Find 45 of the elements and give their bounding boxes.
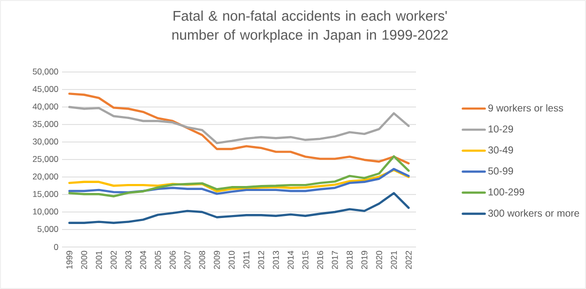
x-tick-label: 2001: [96, 250, 102, 270]
x-tick-label: 2016: [317, 250, 324, 270]
y-tick-label: 35,000: [32, 120, 58, 128]
x-tick-label: 2018: [346, 250, 353, 270]
x-tick-label: 2022: [406, 250, 412, 270]
chart-title: Fatal & non-fatal accidents in each workers' number of workplace in Japan in 1999-2022: [172, 10, 448, 43]
y-tick-label: 40,000: [32, 104, 58, 111]
x-tick-label: 2000: [81, 250, 88, 270]
x-tick-label: 2020: [376, 250, 382, 270]
y-tick-label: 10,000: [33, 208, 58, 216]
x-tick-label: 2003: [125, 250, 132, 270]
x-tick-label: 1999: [66, 250, 72, 269]
legend-label: 300 workers or more: [488, 209, 580, 217]
x-tick-label: 2010: [228, 250, 235, 270]
y-tick-label: 50,000: [32, 68, 58, 76]
legend-label: 100-299: [488, 188, 524, 196]
x-tick-label: 2009: [214, 250, 220, 270]
y-tick-label: 45,000: [32, 86, 58, 94]
legend-label: 50-99: [488, 167, 513, 174]
y-tick-label: 5,000: [38, 226, 58, 234]
x-tick-label: 2019: [361, 250, 368, 270]
x-tick-label: 2012: [258, 250, 264, 270]
x-tick-label: 2005: [154, 250, 161, 270]
x-tick-label: 2006: [170, 250, 176, 270]
legend-label: 10-29: [488, 125, 513, 133]
y-tick-label: 25,000: [32, 156, 58, 164]
y-tick-label: 20,000: [32, 173, 58, 181]
x-tick-label: 2013: [272, 250, 279, 270]
x-tick-label: 2017: [332, 250, 338, 270]
x-tick-label: 2008: [199, 250, 206, 270]
legend-label: 9 workers or less: [488, 104, 564, 112]
line-series: [68, 106, 410, 144]
y-tick-label: 0: [54, 244, 58, 250]
x-tick-label: 2011: [243, 250, 250, 268]
x-tick-label: 2021: [390, 250, 397, 270]
x-tick-label: 2014: [288, 250, 294, 270]
line-series: [68, 155, 410, 198]
y-tick-label: 30,000: [32, 138, 58, 146]
x-tick-label: 2007: [184, 250, 190, 270]
x-tick-label: 2004: [140, 250, 146, 270]
x-tick-label: 2002: [110, 250, 117, 270]
x-tick-label: 2015: [302, 250, 308, 270]
line-series: [68, 192, 410, 224]
y-tick-label: 15,000: [33, 190, 58, 198]
legend-label: 30-49: [488, 146, 513, 154]
